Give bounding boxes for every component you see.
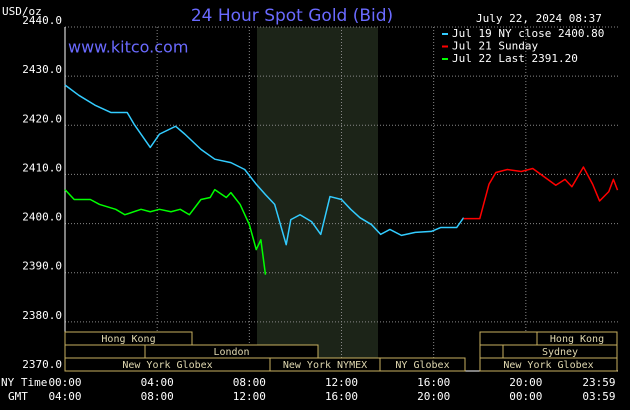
session-label: New York Globex [122,360,212,371]
session-box [64,344,146,359]
session-label: Hong Kong [101,334,155,345]
session-box [479,357,618,372]
series-line [64,84,465,246]
x2-tick-label: 20:00 [417,390,450,403]
y-unit: USD/oz [2,5,42,18]
x2-tick-label: 12:00 [233,390,266,403]
session-label: New York Globex [503,360,593,371]
timestamp: July 22, 2024 08:37 [476,12,602,25]
session-shade [257,27,378,371]
x-tick-label: 08:00 [233,376,266,389]
x2-tick-label: 00:00 [509,390,542,403]
chart-title: 24 Hour Spot Gold (Bid) [191,6,393,26]
y-tick-label: 2410.0 [22,161,62,174]
y-tick-label: 2390.0 [22,260,62,273]
legend-label: Jul 22 Last 2391.20 [452,52,578,65]
legend-label: Jul 19 NY close 2400.80 [452,27,604,40]
y-tick-label: 2370.0 [22,358,62,371]
y-tick-label: 2420.0 [22,112,62,125]
series-line [463,166,619,220]
y-tick-label: 2400.0 [22,211,62,224]
session-box [479,331,538,346]
x2-tick-label: 03:59 [582,390,615,403]
session-label: London [213,347,249,358]
legend-label: Jul 21 Sunday [452,40,538,53]
x2-axis-label: GMT [8,390,28,403]
session-box [64,331,193,346]
series-line [64,188,267,275]
x-tick-label: 04:00 [141,376,174,389]
x-axis-label: NY Time [1,376,47,389]
y-tick-label: 2440.0 [22,14,62,27]
session-box [379,357,466,372]
x2-tick-label: 04:00 [48,390,81,403]
session-label: New York NYMEX [283,360,367,371]
x-tick-label: 16:00 [417,376,450,389]
session-label: Sydney [542,347,578,358]
y-tick-label: 2430.0 [22,63,62,76]
session-label: Hong Kong [550,334,604,345]
session-label: NY Globex [395,360,449,371]
source: www.kitco.com [68,38,188,57]
x2-tick-label: 16:00 [325,390,358,403]
x-tick-label: 20:00 [509,376,542,389]
session-box [479,344,504,359]
x-tick-label: 23:59 [582,376,615,389]
x-tick-label: 00:00 [48,376,81,389]
y-tick-label: 2380.0 [22,309,62,322]
x-tick-label: 12:00 [325,376,358,389]
x2-tick-label: 08:00 [141,390,174,403]
